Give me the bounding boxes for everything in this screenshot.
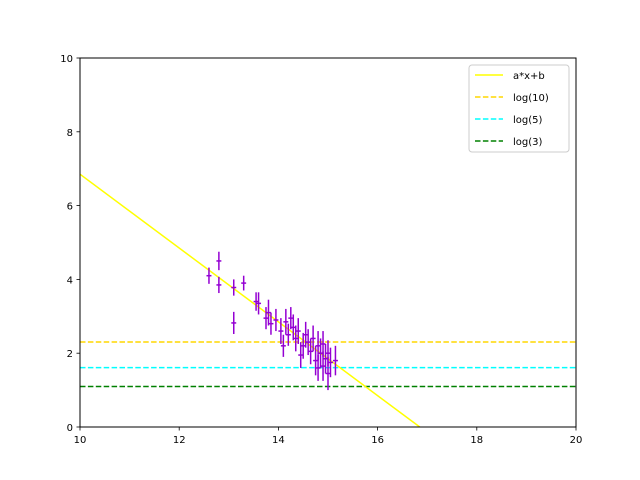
- data-point: [283, 308, 289, 335]
- data-point: [241, 275, 247, 291]
- data-point: [253, 292, 259, 311]
- data-point: [231, 311, 237, 335]
- y-tick-label: 10: [60, 54, 73, 65]
- data-point: [266, 299, 271, 326]
- data-point: [206, 267, 212, 284]
- data-point: [216, 276, 222, 294]
- x-tick-label: 10: [74, 435, 87, 446]
- data-point: [263, 307, 269, 330]
- errorbar-points: [206, 251, 338, 391]
- data-point: [303, 321, 309, 348]
- y-tick-label: 4: [67, 275, 73, 286]
- data-point: [328, 347, 333, 378]
- y-axis-ticks: 0 2 4 6 8 10: [60, 54, 80, 434]
- y-tick-label: 0: [67, 423, 73, 434]
- data-point: [256, 292, 262, 315]
- y-tick-label: 8: [67, 128, 73, 139]
- data-point: [332, 345, 338, 376]
- data-point: [295, 318, 301, 344]
- data-point: [273, 308, 279, 332]
- legend: a*x+b log(10) log(5) log(3): [468, 64, 570, 153]
- x-tick-label: 16: [371, 435, 384, 446]
- x-tick-label: 20: [570, 435, 583, 446]
- data-point: [320, 331, 326, 357]
- legend-label: log(5): [513, 115, 543, 126]
- y-tick-label: 6: [67, 202, 73, 213]
- data-point: [313, 345, 319, 376]
- data-point: [280, 334, 286, 357]
- data-point: [323, 343, 328, 374]
- x-tick-label: 14: [272, 435, 285, 446]
- data-point: [288, 307, 294, 330]
- data-point: [300, 332, 306, 359]
- data-point: [278, 318, 284, 344]
- x-tick-label: 12: [173, 435, 186, 446]
- data-point: [285, 323, 291, 346]
- legend-label: log(3): [513, 137, 543, 148]
- data-point: [290, 314, 296, 341]
- y-tick-label: 2: [67, 349, 73, 360]
- legend-label: a*x+b: [513, 71, 545, 82]
- data-point: [315, 355, 321, 381]
- fit-line: [80, 173, 421, 427]
- axes-frame: [79, 57, 577, 428]
- data-point: [293, 325, 299, 352]
- x-tick-label: 18: [470, 435, 483, 446]
- data-point: [308, 338, 314, 365]
- legend-box: [468, 64, 570, 153]
- fit-line-group: [80, 173, 421, 427]
- data-point: [310, 325, 316, 352]
- data-point: [231, 279, 237, 296]
- x-axis-ticks: 10 12 14 16 18 20: [74, 427, 583, 446]
- legend-label: log(10): [513, 93, 549, 104]
- data-point: [216, 251, 222, 271]
- data-point: [268, 312, 274, 335]
